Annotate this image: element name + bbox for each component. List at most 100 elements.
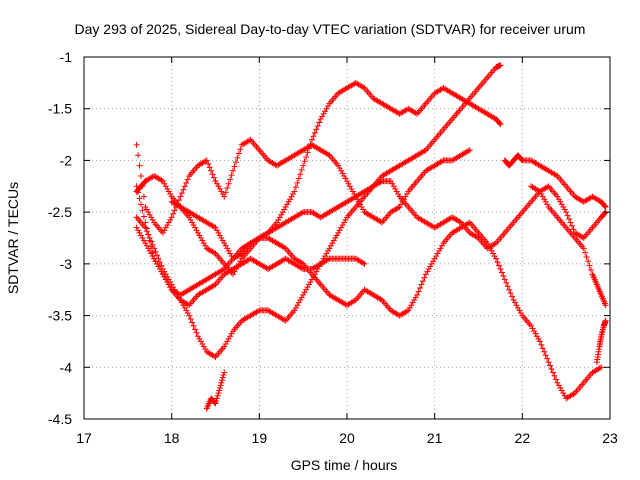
data-point	[304, 284, 311, 291]
data-point	[140, 213, 147, 220]
data-point	[168, 214, 175, 221]
data-point	[219, 377, 226, 384]
data-point	[273, 219, 280, 226]
data-point	[433, 253, 440, 260]
data-point	[348, 185, 355, 192]
data-point	[142, 224, 149, 231]
data-point	[148, 250, 155, 257]
data-point	[488, 247, 495, 254]
data-point	[181, 304, 188, 311]
data-point	[151, 255, 158, 262]
data-point	[292, 304, 299, 311]
data-point	[327, 242, 334, 249]
data-point	[137, 172, 144, 179]
data-point	[254, 308, 261, 315]
data-point	[287, 196, 294, 203]
data-point	[297, 297, 304, 304]
data-point	[298, 166, 305, 173]
data-point	[409, 299, 416, 306]
data-point	[137, 232, 144, 239]
y-tick-label: -1	[60, 49, 73, 65]
data-point	[216, 387, 223, 394]
data-point	[466, 147, 473, 154]
data-point	[184, 301, 191, 308]
data-point	[136, 162, 143, 169]
data-point	[213, 227, 220, 234]
data-point	[355, 198, 362, 205]
data-point	[322, 108, 329, 115]
data-point	[202, 242, 209, 249]
data-point	[133, 224, 140, 231]
data-point	[148, 214, 155, 221]
data-point	[164, 222, 171, 229]
data-point	[232, 159, 239, 166]
data-point	[333, 232, 340, 239]
data-point	[377, 218, 384, 225]
data-point	[225, 180, 232, 187]
y-tick-label: -1.5	[48, 101, 72, 117]
data-point	[187, 216, 194, 223]
data-point	[170, 210, 177, 217]
data-point	[218, 379, 225, 386]
data-point	[159, 178, 166, 185]
data-point	[135, 227, 142, 234]
data-point	[336, 165, 343, 172]
data-point	[162, 183, 169, 190]
data-point	[145, 209, 152, 216]
data-point	[513, 302, 520, 309]
data-point	[542, 352, 549, 359]
data-point	[560, 390, 567, 397]
series-trace-e	[168, 178, 609, 262]
data-point	[319, 113, 326, 120]
data-point	[180, 186, 187, 193]
data-point	[192, 326, 199, 333]
x-tick-label: 19	[252, 430, 268, 446]
data-point	[154, 252, 161, 259]
data-point	[155, 263, 162, 270]
data-point	[601, 210, 608, 217]
data-point	[184, 309, 191, 316]
data-point	[360, 206, 367, 213]
data-point	[137, 201, 144, 208]
data-point	[149, 249, 156, 256]
data-point	[231, 163, 238, 170]
data-point	[161, 273, 168, 280]
data-point	[542, 198, 549, 205]
data-point	[567, 219, 574, 226]
series-trace-d	[133, 219, 605, 402]
data-point	[158, 268, 165, 275]
x-tick-label: 20	[339, 430, 355, 446]
data-point	[490, 250, 497, 257]
data-point	[579, 234, 586, 241]
data-point	[211, 223, 218, 230]
data-point	[216, 384, 223, 391]
data-point	[224, 185, 231, 192]
data-point	[358, 203, 365, 210]
data-point	[557, 198, 564, 205]
data-point	[336, 227, 343, 234]
data-point	[135, 152, 142, 159]
data-point	[284, 201, 291, 208]
data-point	[300, 291, 307, 298]
data-point	[208, 167, 215, 174]
data-point	[548, 366, 555, 373]
data-point	[602, 302, 609, 309]
data-point	[414, 291, 421, 298]
data-point	[149, 216, 156, 223]
data-point	[390, 183, 397, 190]
data-point	[221, 240, 228, 247]
data-point	[234, 154, 241, 161]
data-point	[158, 262, 165, 269]
data-point	[601, 203, 608, 210]
data-point	[291, 188, 298, 195]
data-point	[545, 359, 552, 366]
data-point	[237, 251, 244, 258]
data-point	[307, 278, 314, 285]
data-point	[561, 206, 568, 213]
data-point	[325, 151, 332, 158]
data-point	[209, 171, 216, 178]
data-point	[212, 178, 219, 185]
data-point	[417, 284, 424, 291]
